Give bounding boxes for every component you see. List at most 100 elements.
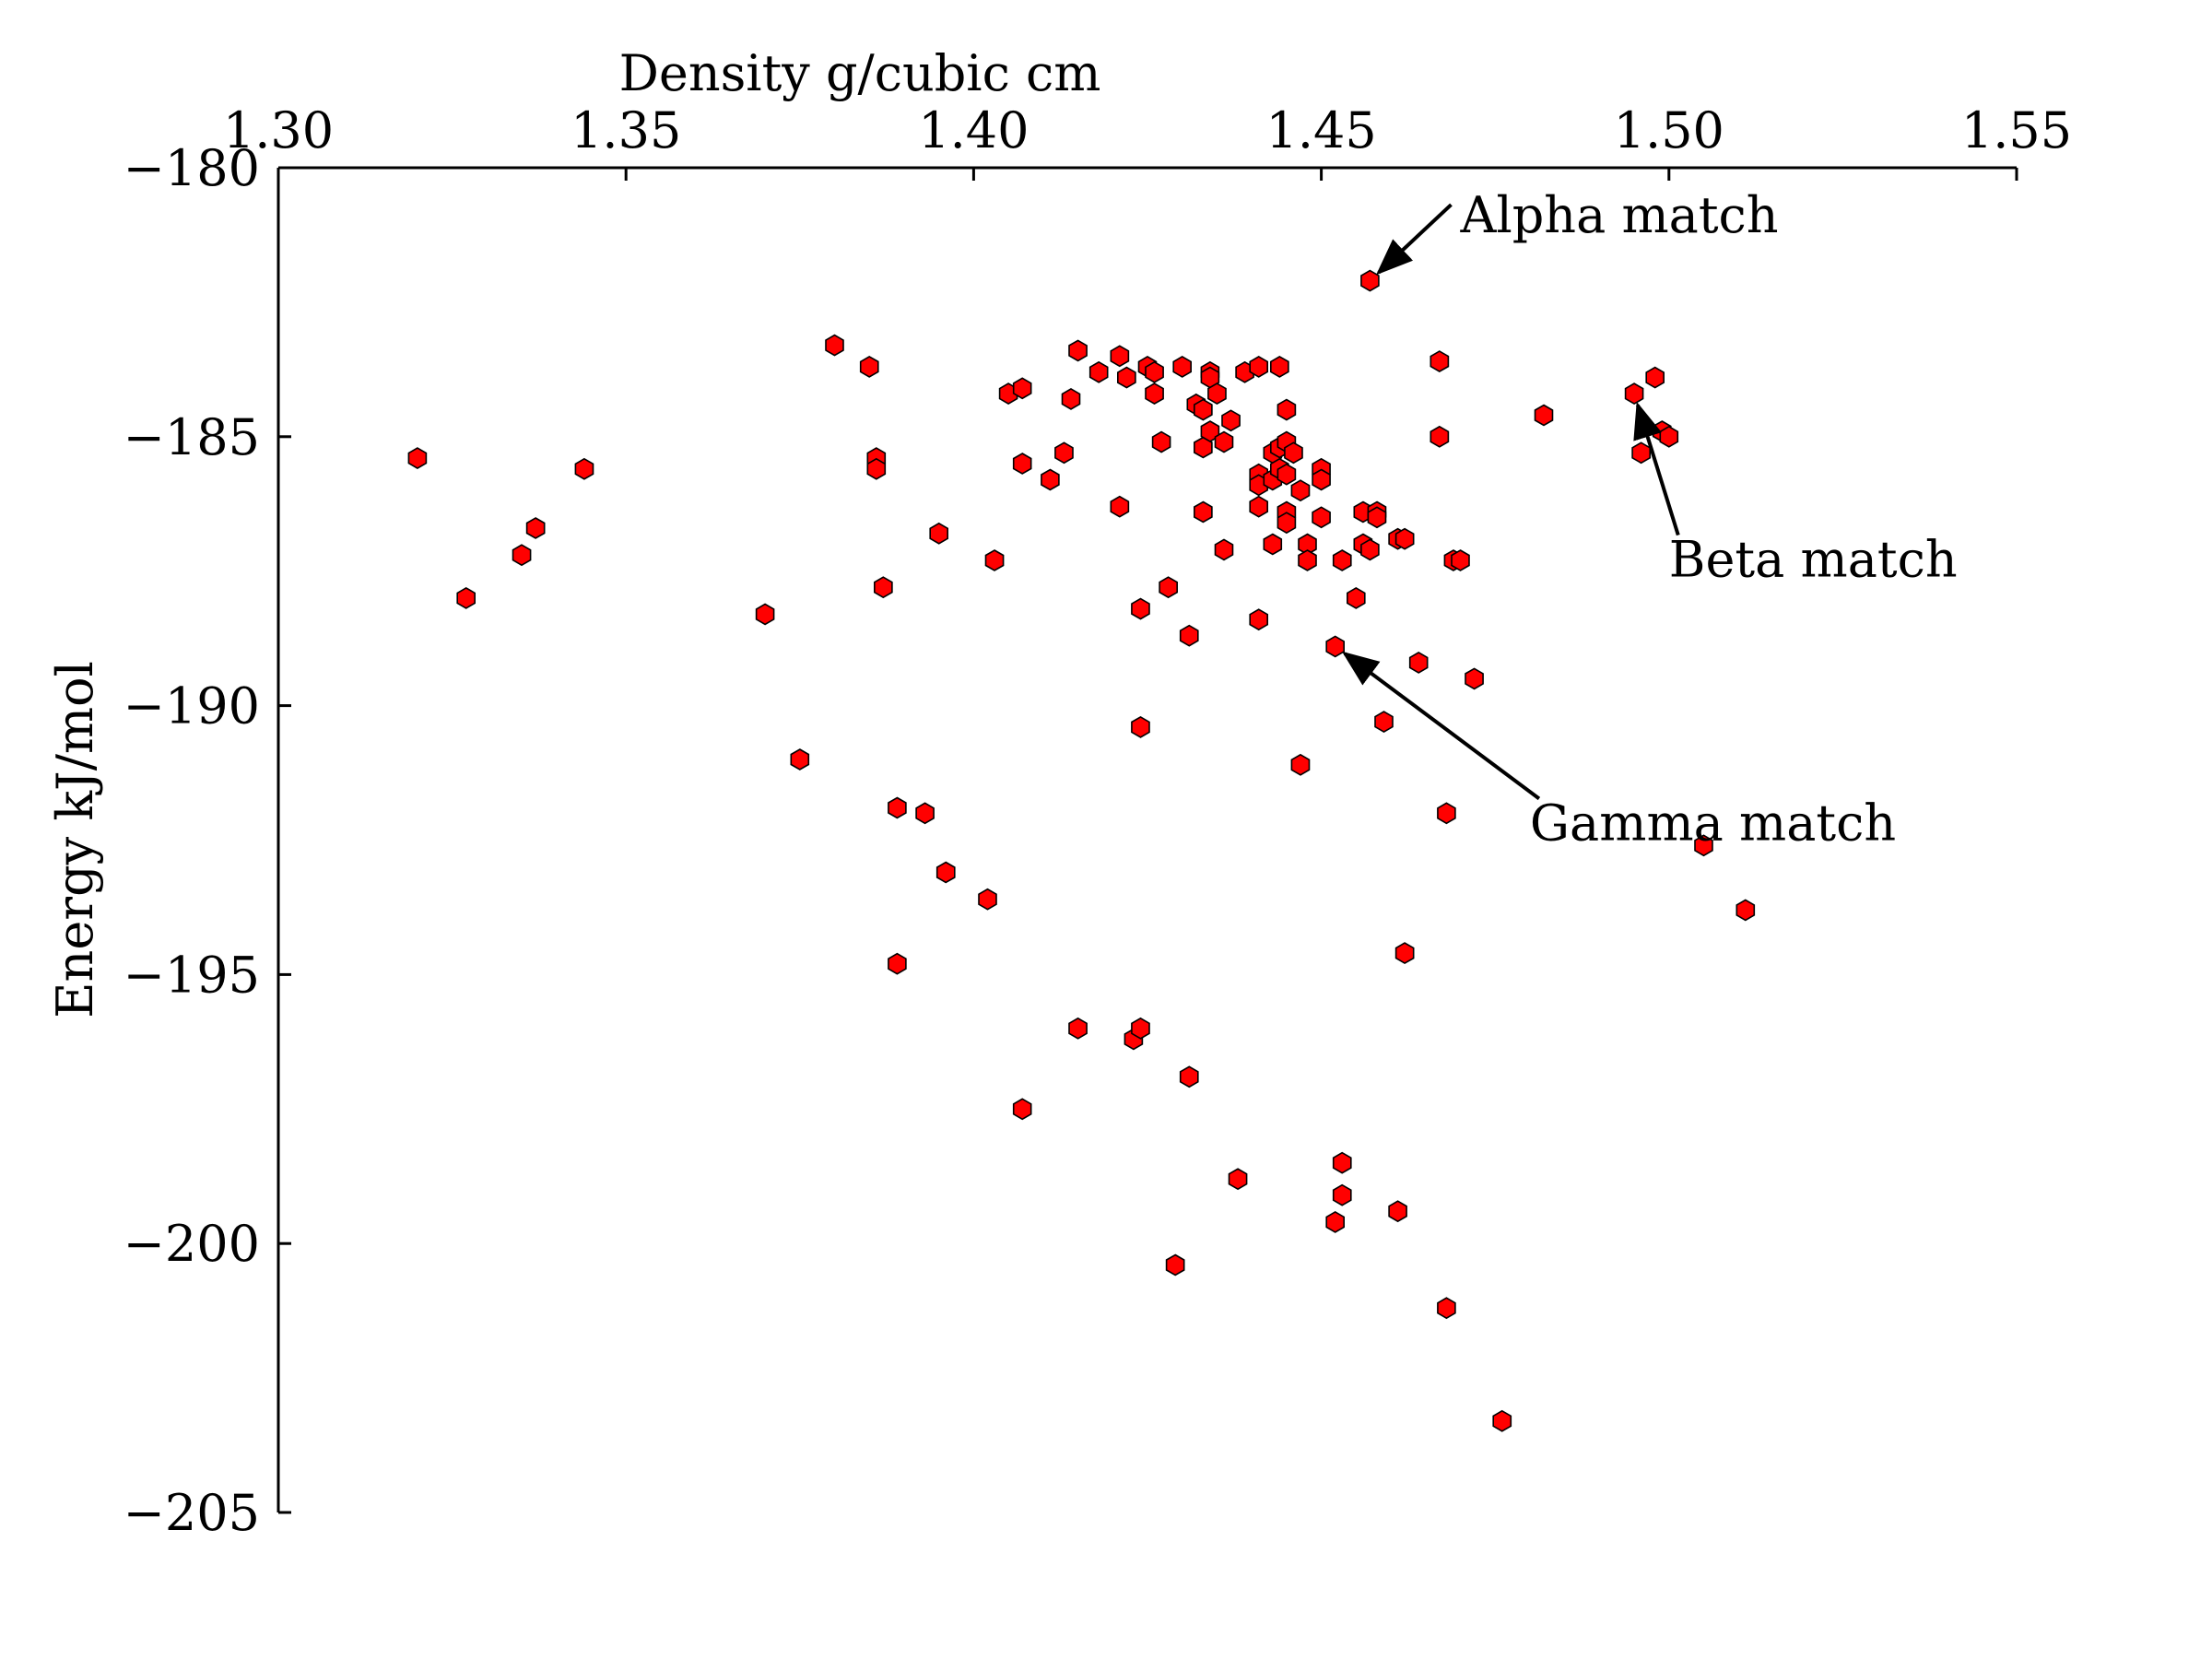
- data-point: [1249, 495, 1268, 518]
- data-point: [929, 522, 948, 545]
- y-axis-title: Energy kJ/mol: [46, 661, 104, 1018]
- data-point: [1394, 527, 1415, 550]
- data-point: [984, 549, 1005, 571]
- data-point: [1068, 339, 1088, 362]
- data-point: [1145, 360, 1164, 383]
- data-point: [1645, 366, 1665, 389]
- data-point: [1437, 1297, 1456, 1320]
- data-point: [888, 952, 907, 975]
- data-point: [1325, 635, 1345, 658]
- data-point: [1145, 382, 1164, 406]
- data-point: [1041, 468, 1060, 491]
- data-point: [407, 447, 428, 470]
- data-point: [935, 861, 956, 884]
- data-point: [1012, 377, 1032, 400]
- data-point: [1228, 1168, 1248, 1191]
- data-point: [1332, 1183, 1352, 1206]
- data-point: [1367, 506, 1387, 529]
- data-point: [1492, 1409, 1512, 1432]
- data-point: [1249, 608, 1268, 631]
- data-point: [456, 586, 477, 609]
- plot-area: 1.30 1.35 1.40 1.45 1.50 1.55 −180 −185 −190 −195…: [124, 101, 2072, 1542]
- data-point: [1534, 404, 1554, 427]
- data-point: [1054, 441, 1074, 465]
- data-point: [1388, 1200, 1407, 1223]
- data-point: [1277, 512, 1297, 535]
- data-point: [1277, 463, 1297, 486]
- annotation-arrow: [1341, 651, 1541, 801]
- data-point: [1179, 624, 1199, 647]
- annotation-label: Gamma match: [1530, 794, 1896, 853]
- data-point: [1312, 506, 1331, 529]
- data-point: [1451, 549, 1470, 571]
- data-point: [1347, 586, 1366, 609]
- data-point: [1290, 753, 1311, 776]
- data-point: [1194, 500, 1213, 524]
- data-point: [1117, 366, 1136, 389]
- x-tick-label: 1.55: [1961, 101, 2072, 159]
- data-point: [1214, 538, 1234, 561]
- data-point: [1131, 715, 1150, 738]
- data-point: [1360, 538, 1380, 561]
- data-point: [1263, 533, 1283, 556]
- y-tick-label: −205: [124, 1484, 260, 1542]
- data-point: [915, 802, 935, 825]
- data-point: [1270, 355, 1289, 378]
- data-point: [1298, 549, 1317, 571]
- data-point: [1290, 479, 1311, 502]
- data-point: [574, 457, 594, 480]
- data-point: [1631, 441, 1651, 465]
- data-point: [866, 457, 887, 480]
- data-point: [1394, 942, 1415, 965]
- x-tick-label: 1.35: [571, 101, 681, 159]
- data-point: [1151, 430, 1171, 453]
- data-point: [1735, 899, 1756, 922]
- data-point: [1325, 1210, 1345, 1233]
- y-tick-label: −185: [124, 408, 260, 466]
- data-point: [1374, 711, 1394, 734]
- data-point: [888, 796, 907, 819]
- data-point: [1360, 269, 1380, 292]
- annotation-label: Beta match: [1669, 531, 1958, 589]
- data-point: [1179, 1065, 1199, 1088]
- data-point: [512, 544, 532, 567]
- y-tick-label: −190: [124, 677, 260, 735]
- data-point: [1110, 345, 1130, 368]
- data-point: [1214, 430, 1234, 453]
- data-point: [1159, 576, 1178, 599]
- data-point: [1312, 468, 1331, 491]
- data-point: [1430, 350, 1450, 373]
- data-point: [825, 334, 844, 357]
- data-point: [1332, 1151, 1352, 1174]
- data-point: [1284, 441, 1303, 465]
- data-point: [1194, 436, 1213, 459]
- data-point: [1061, 387, 1081, 410]
- data-point: [1200, 420, 1220, 442]
- data-point: [1131, 597, 1150, 620]
- y-tick-label: −180: [124, 139, 260, 197]
- annotation-label: Alpha match: [1459, 186, 1778, 244]
- x-tick-label: 1.45: [1265, 101, 1376, 159]
- data-point: [1624, 382, 1644, 406]
- data-point: [1207, 382, 1227, 406]
- data-point: [1088, 360, 1109, 383]
- data-point: [1131, 1017, 1150, 1040]
- x-tick-label: 1.30: [223, 101, 334, 159]
- data-point: [790, 748, 810, 771]
- data-point: [755, 603, 775, 626]
- data-point: [859, 355, 879, 378]
- x-axis-title: Density g/cubic cm: [619, 44, 1101, 102]
- data-point: [1068, 1017, 1088, 1040]
- data-point: [1194, 398, 1213, 421]
- data-point: [1659, 425, 1679, 448]
- data-point: [1694, 834, 1713, 857]
- data-point: [1110, 495, 1130, 518]
- y-tick-label: −195: [124, 946, 260, 1004]
- data-point: [1012, 453, 1032, 475]
- annotation-arrow: [1633, 401, 1680, 536]
- data-point: [1172, 355, 1192, 378]
- x-tick-label: 1.50: [1614, 101, 1724, 159]
- data-point: [1332, 549, 1352, 571]
- data-point: [1277, 398, 1297, 421]
